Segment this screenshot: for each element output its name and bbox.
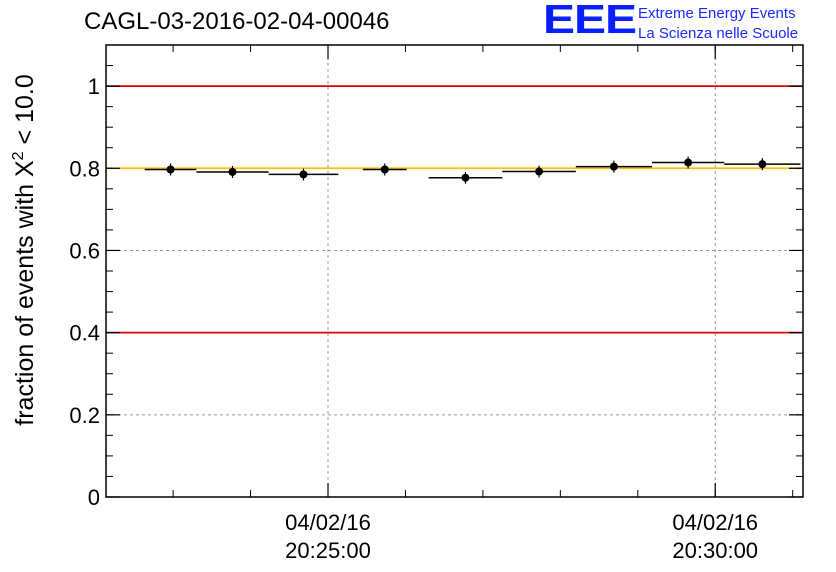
data-point <box>461 173 470 182</box>
eee-logo: EEE <box>543 0 637 43</box>
x-tick-label-date: 04/02/16 <box>285 510 371 535</box>
y-tick-label: 0 <box>88 485 100 510</box>
y-axis-label-superscript: 2 <box>10 151 27 160</box>
data-point <box>228 167 237 176</box>
x-tick-label-date: 04/02/16 <box>672 510 758 535</box>
axis-layer: 0 0.2 0.4 0.6 0.8 1 04/02/16 20:25:00 04/02/16 20… <box>69 44 803 563</box>
data-point <box>166 165 175 174</box>
data-point <box>758 160 767 169</box>
x-tick-label-time: 20:30:00 <box>672 538 758 563</box>
data-point <box>299 170 308 179</box>
y-axis-label-tail: < 10.0 <box>11 74 39 151</box>
x-tick-label-time: 20:25:00 <box>285 538 371 563</box>
y-tick-label: 1 <box>88 74 100 99</box>
y-tick-label: 0.6 <box>69 238 100 263</box>
logo-tagline-1: Extreme Energy Events <box>638 5 796 22</box>
logo-tagline-2: La Scienza nelle Scuole <box>638 25 799 42</box>
data-point <box>535 167 544 176</box>
data-point <box>609 162 618 171</box>
data-marks-layer <box>144 156 801 184</box>
data-point <box>380 165 389 174</box>
y-axis-label: fraction of events with Χ2 < 10.0 <box>10 74 39 425</box>
chart-title: CAGL-03-2016-02-04-00046 <box>84 8 390 35</box>
plot-frame <box>105 44 804 498</box>
y-tick-label: 0.2 <box>69 403 100 428</box>
grid-layer <box>106 45 803 497</box>
reference-lines-layer <box>106 85 803 334</box>
data-point <box>684 158 693 167</box>
y-tick-label: 0.4 <box>69 321 100 346</box>
y-tick-label: 0.8 <box>69 156 100 181</box>
y-axis-label-main: fraction of events with Χ <box>11 160 39 426</box>
